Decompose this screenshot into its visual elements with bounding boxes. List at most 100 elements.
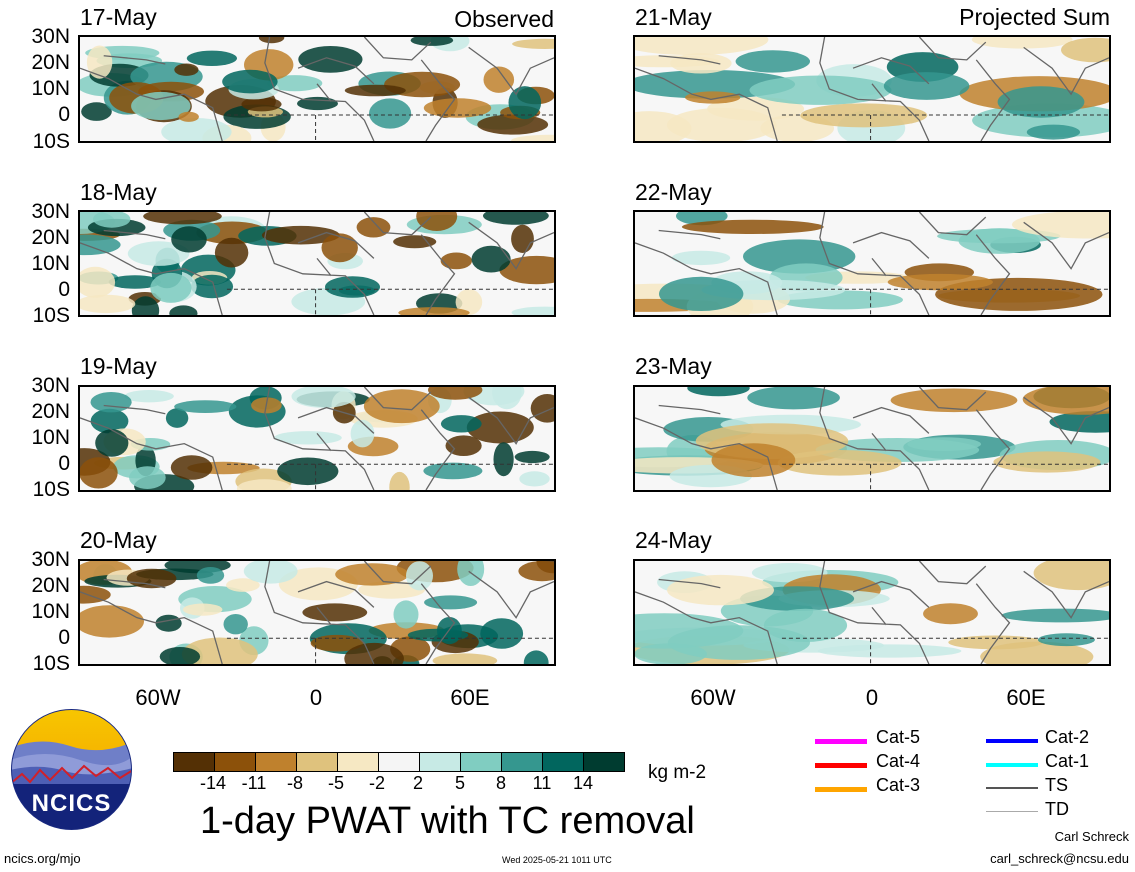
pwat-anomaly-blob (883, 72, 970, 100)
pwat-anomaly-blob (363, 389, 440, 424)
pwat-anomaly-blob (129, 466, 166, 489)
colorbar (173, 752, 625, 772)
pwat-anomaly-blob (1022, 387, 1109, 415)
lat-label-30n: 30N (31, 548, 70, 571)
pwat-anomaly-blob (416, 212, 458, 231)
pwat-anomaly-blob (471, 245, 511, 273)
lat-label-eq: 0 (58, 278, 70, 301)
ncics-logo: NCICS (10, 708, 133, 831)
panel-date-24-may: 24-May (635, 527, 712, 553)
colorbar-swatch (338, 753, 379, 771)
lat-label-10s: 10S (32, 304, 70, 327)
lat-label-10n: 10N (31, 426, 70, 449)
lat-label-eq: 0 (58, 452, 70, 475)
pwat-anomaly-blob (735, 50, 810, 73)
map-panel-21-may (633, 35, 1111, 143)
ncics-logo-graphic (11, 709, 132, 830)
pwat-anomaly-blob (763, 608, 848, 642)
lat-label-20n: 20N (31, 226, 70, 249)
pwat-anomaly-blob (108, 275, 161, 289)
pwat-anomaly-blob (170, 455, 213, 480)
pwat-anomaly-blob (483, 66, 515, 93)
lat-label-10n: 10N (31, 600, 70, 623)
pwat-anomaly-blob (887, 273, 993, 291)
pwat-anomaly-blob (150, 272, 192, 303)
pwat-anomaly-blob (493, 442, 514, 477)
colorbar-label: 8 (495, 773, 506, 793)
panel-date-18-may: 18-May (80, 179, 157, 205)
colorbar-swatch (502, 753, 543, 771)
pwat-anomaly-blob (523, 650, 549, 664)
pwat-anomaly-blob (183, 603, 223, 616)
pwat-anomaly-blob (455, 289, 483, 315)
pwat-anomaly-blob (243, 561, 298, 584)
colorbar-label: 5 (454, 773, 465, 793)
pwat-anomaly-blob (223, 614, 248, 635)
colorbar-label: -8 (286, 773, 303, 793)
pwat-anomaly-blob (483, 212, 549, 225)
footer-website: ncics.org/mjo (4, 851, 81, 866)
pwat-anomaly-blob (480, 618, 524, 649)
figure-title: 1-day PWAT with TC removal (200, 800, 695, 842)
pwat-anomaly-blob (743, 239, 856, 274)
pwat-anomaly-blob (81, 102, 112, 121)
pwat-anomaly-blob (93, 212, 131, 228)
colorbar-swatch (379, 753, 420, 771)
colorbar-swatch (215, 753, 256, 771)
coastlines (635, 561, 1109, 664)
pwat-anomaly-blob (670, 53, 732, 74)
pwat-anomaly-blob (169, 305, 198, 315)
legend-label-cat1: Cat-1 (1045, 751, 1090, 771)
pwat-anomaly-blob (325, 276, 380, 298)
pwat-anomaly-blob (258, 37, 285, 44)
map-panel-19-may (78, 385, 556, 492)
legend-line-cat1 (986, 763, 1038, 767)
pwat-anomaly-blob (165, 408, 189, 428)
pwat-anomaly-blob (131, 91, 191, 121)
panel-date-17-may: 17-May (80, 4, 157, 30)
pwat-anomaly-blob (190, 274, 234, 299)
pwat-anomaly-blob (222, 69, 278, 94)
pwat-anomaly-blob (440, 415, 482, 433)
pwat-anomaly-blob (186, 50, 237, 66)
pwat-anomaly-blob (519, 471, 550, 487)
colorbar-swatch (174, 753, 215, 771)
pwat-anomaly-blob (159, 647, 201, 664)
coastlines (80, 387, 554, 490)
pwat-anomaly-blob (291, 387, 356, 408)
legend-line-cat3 (815, 787, 867, 792)
pwat-anomaly-blob (407, 628, 469, 642)
pwat-anomaly-blob (356, 217, 391, 238)
pwat-anomaly-field (80, 212, 554, 315)
pwat-anomaly-blob (80, 266, 116, 298)
pwat-anomaly-blob (241, 97, 282, 112)
pwat-anomaly-blob (310, 634, 364, 652)
pwat-anomaly-blob (171, 226, 207, 253)
pwat-anomaly-blob (302, 603, 368, 622)
pwat-anomaly-blob (511, 134, 554, 141)
pwat-anomaly-blob (178, 111, 199, 122)
pwat-anomaly-blob (980, 641, 1094, 664)
pwat-anomaly-blob (274, 431, 342, 445)
pwat-anomaly-blob (174, 400, 237, 413)
colorbar-label: -11 (241, 773, 267, 793)
pwat-anomaly-blob (267, 75, 323, 92)
pwat-anomaly-blob (1033, 561, 1109, 591)
pwat-anomaly-blob (635, 37, 769, 55)
pwat-anomaly-blob (777, 450, 902, 476)
pwat-anomaly-blob (993, 451, 1101, 473)
map-panel-22-may (633, 210, 1111, 317)
pwat-anomaly-blob (1049, 411, 1109, 433)
pwat-anomaly-blob (80, 294, 136, 314)
colorbar-swatch (297, 753, 338, 771)
lon-label-0: 0 (865, 685, 879, 710)
lon-label-60w: 60W (690, 685, 736, 710)
legend-line-cat4 (815, 763, 867, 768)
pwat-anomaly-blob (80, 585, 111, 604)
pwat-anomaly-blob (214, 237, 249, 268)
pwat-anomaly-blob (424, 595, 478, 610)
panel-date-19-may: 19-May (80, 353, 157, 379)
pwat-anomaly-blob (393, 600, 419, 629)
pwat-anomaly-blob (749, 75, 892, 105)
pwat-anomaly-blob (1037, 633, 1095, 647)
